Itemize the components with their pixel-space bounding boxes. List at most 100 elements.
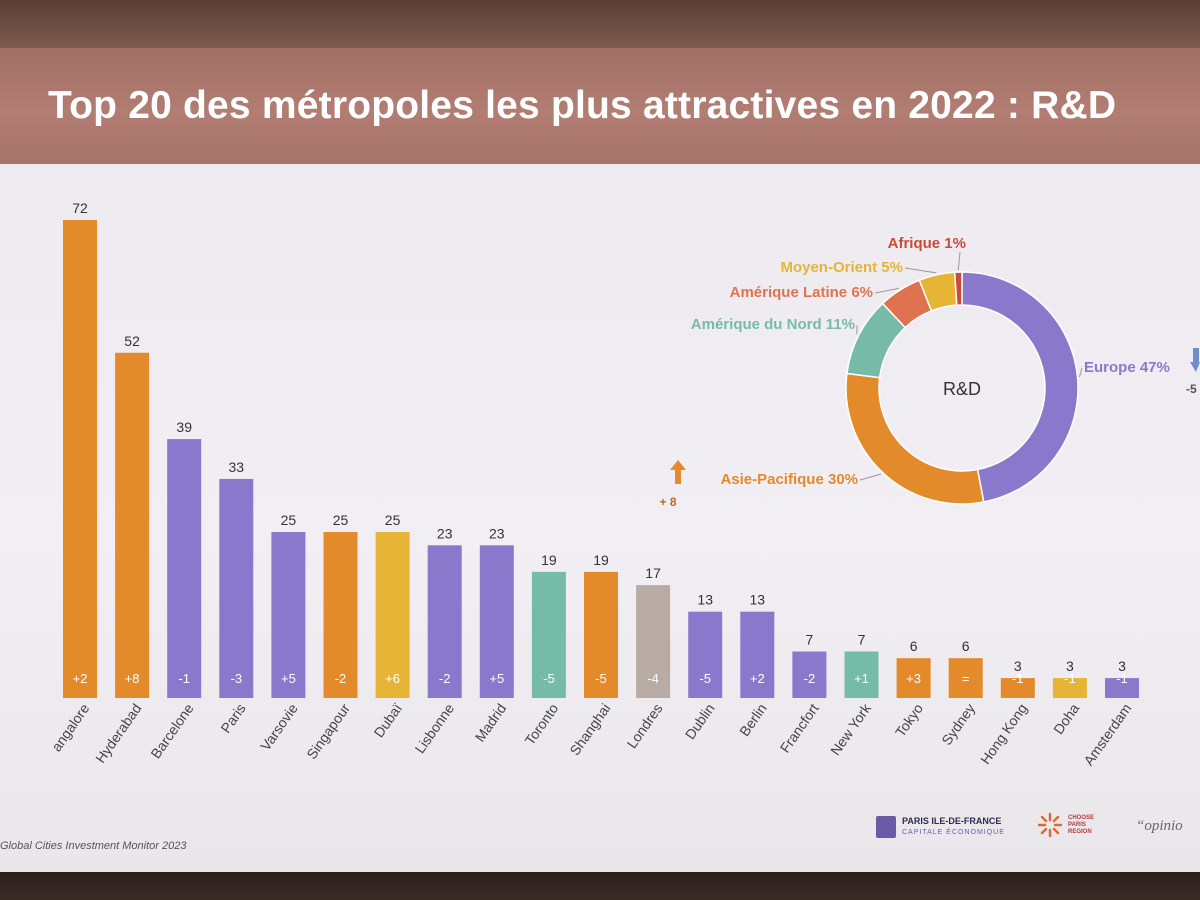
bar-madrid — [479, 545, 514, 698]
bottom-strip — [0, 872, 1200, 900]
value-label-paris: 33 — [229, 459, 245, 475]
bar-dublin — [688, 611, 723, 698]
category-label-hong-kong: Hong Kong — [977, 701, 1030, 768]
value-label-barcelone: 39 — [176, 419, 192, 435]
change-label-paris: -3 — [231, 671, 243, 686]
category-label-londres: Londres — [623, 701, 665, 752]
bar-toronto — [531, 571, 566, 698]
leader-line-afrique-1 — [957, 251, 961, 271]
value-label-londres: 17 — [645, 565, 661, 581]
category-label-barcelone: Barcelone — [147, 700, 196, 761]
leader-line-moyen-orient-5 — [904, 267, 937, 274]
category-label-lisbonne: Lisbonne — [411, 700, 457, 756]
bar-bangalore — [63, 220, 97, 698]
category-label-shanghai: Shanghai — [566, 701, 613, 759]
bar-francfort — [792, 651, 827, 698]
bar-sydney — [948, 658, 983, 698]
change-label-shanghai: -5 — [595, 671, 607, 686]
value-label-toronto: 19 — [541, 552, 557, 568]
category-label-amsterdam: Amsterdam — [1080, 701, 1134, 769]
bar-singapour — [323, 532, 358, 698]
bar-amsterdam — [1105, 678, 1139, 698]
category-label-new-york: New York — [827, 700, 875, 758]
category-label-madrid: Madrid — [472, 701, 510, 745]
change-label-dublin: -5 — [699, 671, 711, 686]
donut-label-asie-pacifique-30: Asie-Pacifique 30% — [720, 471, 858, 488]
change-label-hyderabad: +8 — [125, 671, 140, 686]
value-label-dublin: 13 — [697, 592, 713, 608]
change-label-bangalore: +2 — [73, 671, 88, 686]
bar-berlin — [740, 611, 775, 698]
value-label-francfort: 7 — [806, 632, 814, 648]
change-label-dubai: +6 — [385, 671, 400, 686]
choose-logo-word-3: REGION — [1068, 828, 1092, 835]
value-label-hong-kong: 3 — [1014, 658, 1022, 674]
change-label-francfort: -2 — [804, 671, 816, 686]
value-label-dubai: 25 — [385, 512, 401, 528]
donut-center-label: R&D — [943, 379, 981, 399]
change-label-amsterdam: -1 — [1116, 671, 1128, 686]
category-label-tokyo: Tokyo — [892, 700, 926, 739]
choose-logo-word-1: CHOOSE — [1068, 814, 1095, 821]
donut-slice-europe-47 — [961, 271, 1079, 503]
bar-lisbonne — [427, 545, 462, 698]
category-label-paris: Paris — [217, 701, 248, 736]
value-label-hyderabad: 52 — [124, 333, 140, 349]
category-label-dublin: Dublin — [682, 701, 718, 743]
paris-idf-logo-line1: PARIS ILE-DE-FRANCE — [902, 816, 1002, 826]
bar-hyderabad — [115, 352, 150, 698]
change-label-new-york: +1 — [854, 671, 869, 686]
value-label-amsterdam: 3 — [1118, 658, 1126, 674]
choose-paris-region-logo: CHOOSE PARIS REGION — [1036, 811, 1094, 839]
bar-shanghai — [584, 571, 618, 698]
category-label-francfort: Francfort — [777, 700, 822, 755]
bar-hong-kong — [1000, 678, 1035, 698]
source-note: Global Cities Investment Monitor 2023 — [0, 840, 187, 852]
top-strip — [0, 0, 1200, 48]
bar-barcelone — [167, 439, 202, 698]
change-label-berlin: +2 — [750, 671, 765, 686]
donut-label-moyen-orient-5: Moyen-Orient 5% — [780, 259, 903, 276]
value-label-singapour: 25 — [333, 512, 349, 528]
sunburst-icon — [1037, 812, 1063, 838]
category-label-singapour: Singapour — [303, 700, 353, 762]
change-label-sydney: = — [962, 671, 970, 686]
leader-line-amerique-latine-6 — [874, 287, 899, 294]
bar-dubai — [375, 532, 410, 698]
donut-label-afrique-1: Afrique 1% — [888, 235, 966, 252]
opinion-logo: “opinio — [1136, 818, 1183, 834]
change-label-doha: -1 — [1064, 671, 1076, 686]
value-label-varsovie: 25 — [281, 512, 297, 528]
change-label-barcelone: -1 — [178, 671, 190, 686]
change-label-madrid: +5 — [489, 671, 504, 686]
value-label-madrid: 23 — [489, 525, 505, 541]
value-label-sydney: 6 — [962, 638, 970, 654]
donut-label-europe-47: Europe 47% — [1084, 359, 1170, 376]
bar-tokyo — [896, 658, 931, 698]
change-label-singapour: -2 — [335, 671, 347, 686]
leader-line-asie-pacifique-30 — [859, 473, 882, 481]
category-label-dubai: Dubaï — [371, 700, 406, 740]
category-label-berlin: Berlin — [736, 701, 770, 740]
category-label-doha: Doha — [1050, 700, 1082, 737]
change-label-toronto: -5 — [543, 671, 555, 686]
value-label-new-york: 7 — [858, 632, 866, 648]
donut-label-amerique-latine-6: Amérique Latine 6% — [730, 284, 873, 301]
bar-varsovie — [271, 532, 306, 698]
up-arrow-icon — [670, 460, 686, 484]
paris-idf-logo: PARIS ILE-DE-FRANCE CAPITALE ÉCONOMIQUE — [876, 816, 1005, 838]
value-label-doha: 3 — [1066, 658, 1074, 674]
bar-londres — [636, 585, 671, 698]
category-label-hyderabad: Hyderabad — [92, 701, 144, 766]
bar-paris — [219, 478, 254, 698]
category-label-sydney: Sydney — [938, 701, 978, 748]
donut-slice-afrique-1 — [953, 271, 963, 306]
bar-new-york — [844, 651, 879, 698]
paris-idf-mark-icon — [876, 816, 896, 838]
change-label-lisbonne: -2 — [439, 671, 451, 686]
down-arrow-icon — [1190, 348, 1200, 372]
category-label-bangalore: angalore — [48, 700, 92, 754]
change-label-hong-kong: -1 — [1012, 671, 1024, 686]
